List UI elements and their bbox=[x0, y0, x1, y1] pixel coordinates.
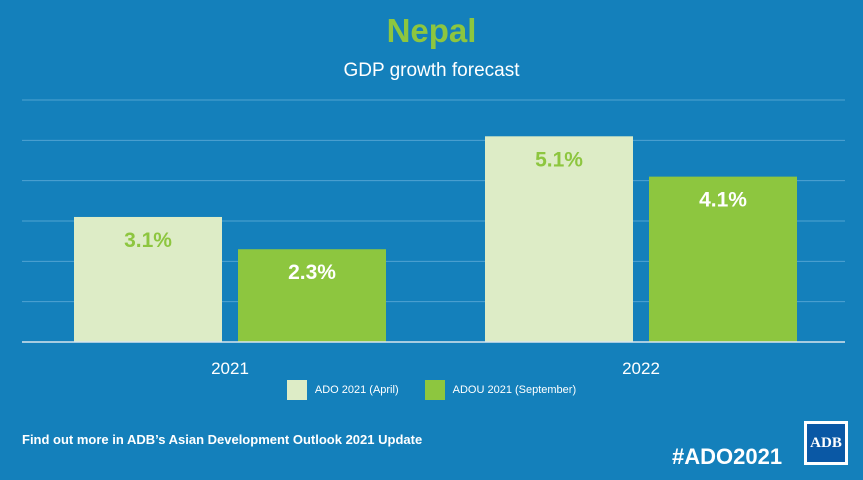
data-label: 5.1% bbox=[535, 148, 583, 171]
bar bbox=[238, 249, 386, 342]
bar bbox=[485, 136, 633, 342]
legend-item-adou-september: ADOU 2021 (September) bbox=[424, 380, 577, 400]
legend: ADO 2021 (April) ADOU 2021 (September) bbox=[0, 380, 863, 400]
hashtag: #ADO2021 bbox=[672, 444, 783, 469]
bar-chart: 3.1% 2.3% 2021 5.1% 4.1% 2022 bbox=[22, 99, 845, 378]
data-label: 2.3% bbox=[288, 261, 336, 284]
data-label: 4.1% bbox=[699, 189, 747, 212]
legend-swatch-adou-september bbox=[424, 380, 445, 400]
data-label: 3.1% bbox=[124, 229, 172, 252]
bar bbox=[74, 216, 222, 342]
chart-subtitle: GDP growth forecast bbox=[343, 60, 520, 81]
legend-label-ado-april: ADO 2021 (April) bbox=[314, 384, 399, 396]
x-tick-label: 2022 bbox=[622, 359, 660, 378]
legend-label-adou-september: ADOU 2021 (September) bbox=[452, 384, 577, 396]
adb-logo-text: ADB bbox=[807, 424, 845, 462]
x-tick-label: 2021 bbox=[211, 359, 249, 378]
adb-logo: ADB bbox=[804, 421, 848, 465]
footer-text: Find out more in ADB’s Asian Development… bbox=[22, 432, 423, 447]
chart-title: Nepal bbox=[386, 12, 477, 49]
legend-swatch-ado-april bbox=[286, 380, 307, 400]
legend-item-ado-april: ADO 2021 (April) bbox=[286, 380, 399, 400]
bar bbox=[649, 176, 797, 342]
